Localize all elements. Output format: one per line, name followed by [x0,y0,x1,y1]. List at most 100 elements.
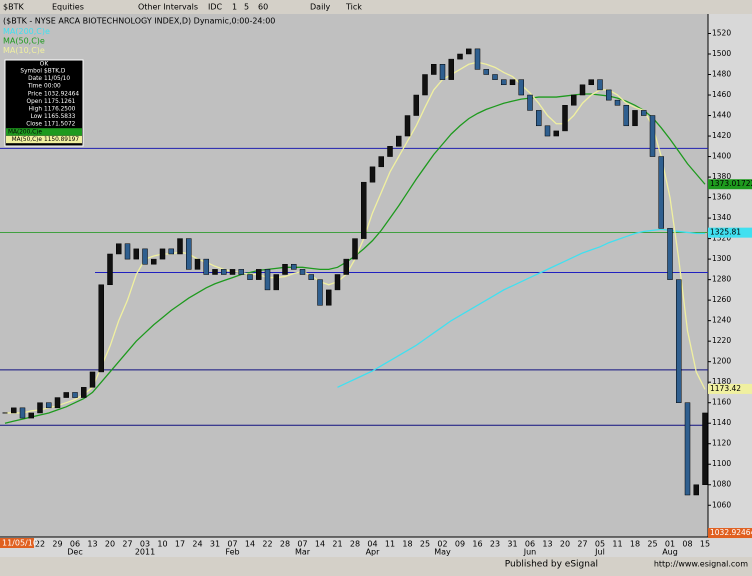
value-box [708,528,752,539]
candle [693,484,699,496]
candle [606,89,612,101]
y-tick-label: 1100 [712,459,731,468]
toolbar-item[interactable]: 60 [258,3,268,12]
data-window-header: OK [40,61,50,68]
candle [492,74,498,80]
toolbar-item[interactable]: Tick [345,3,362,12]
candle [282,263,288,275]
x-tick-label: 28 [280,540,290,549]
candle [186,238,192,270]
x-axis-area [0,537,752,557]
y-tick-label: 1360 [712,193,731,202]
candle [579,84,586,96]
candle [317,279,323,306]
toolbar-item[interactable]: Other Intervals [138,3,198,12]
x-tick-label: 22 [262,540,272,549]
candle [116,243,122,255]
toolbar-item[interactable]: IDC [208,3,223,12]
x-tick-label: 13 [87,540,97,549]
candle [203,258,209,275]
value-box [708,383,752,394]
x-tick-label: 31 [210,540,220,549]
x-tick-label: 13 [542,540,552,549]
y-tick-label: 1280 [712,275,731,284]
candle [72,392,78,398]
data-window-row-bg [6,128,82,136]
y-tick-label: 1240 [712,316,731,325]
candle [448,58,454,80]
candle [89,371,96,388]
toolbar-item[interactable]: Daily [310,3,331,12]
candle [308,274,314,280]
x-tick-label: 05 [595,540,605,549]
candle [404,115,411,137]
x-tick-label: 08 [682,540,692,549]
x-tick-label: 22 [35,540,45,549]
candle [229,269,236,275]
x-month-label: Jun [523,548,537,557]
x-month-label: Mar [295,548,311,557]
cursor-date-box [0,538,34,548]
candle [168,248,174,255]
data-window-value: 00:00 [44,84,61,90]
candle [46,402,52,409]
y-tick-label: 1200 [712,357,731,366]
candle [501,79,507,86]
publisher: Published by eSignal [505,560,598,570]
toolbar-item[interactable]: 1 [232,3,237,12]
x-tick-label: 28 [350,540,360,549]
value-box-label: 1373.01722 [710,179,752,188]
toolbar-item[interactable]: 5 [244,3,249,12]
data-window-key: Close [26,122,42,128]
data-window-key: High [29,107,43,113]
candle [614,99,621,106]
x-tick-label: 18 [402,540,412,549]
data-window-value: 1171.5072 [44,122,76,128]
data-window-value: 1165.5833 [44,114,76,120]
x-tick-label: 29 [52,540,62,549]
toolbar-symbol[interactable]: $BTK [3,3,24,12]
y-tick-label: 1060 [712,500,731,509]
data-window-key: Date [28,76,42,82]
candle [457,53,463,60]
data-window-key: MA(50,C)e [12,137,43,143]
y-tick-label: 1400 [712,152,731,161]
x-tick-label: 03 [140,540,150,549]
data-window-key: Price [28,91,43,97]
candle [518,79,524,96]
x-tick-label: 23 [490,540,500,549]
x-month-label: Aug [662,548,678,557]
candle [63,392,69,398]
y-tick-label: 1120 [712,439,731,448]
candle [667,228,673,280]
candle [124,243,131,260]
toolbar-item[interactable]: Equities [52,3,84,12]
toolbar [0,0,752,14]
candle [256,269,262,280]
candle [597,79,603,91]
value-box-label: 1173.42 [710,384,741,393]
data-window-value: 1150.89197 [44,137,79,143]
x-tick-label: 25 [647,540,657,549]
candle [369,166,376,183]
x-tick-label: 17 [175,540,185,549]
y-tick-label: 1480 [712,70,731,79]
candle [684,402,691,496]
candle [544,125,551,137]
candle [422,74,428,96]
url: http://www.esignal.com [654,560,748,569]
candle [177,238,183,255]
candle [221,269,227,275]
y-tick-label: 1420 [712,131,731,140]
candle [326,289,332,306]
candle [536,110,542,127]
candle [553,130,559,137]
y-tick-label: 1320 [712,234,731,243]
candle [676,279,682,403]
x-month-label: Feb [225,548,239,557]
candle [343,258,349,275]
x-tick-label: 06 [525,540,535,549]
candle [151,258,157,265]
x-tick-label: 16 [472,540,482,549]
